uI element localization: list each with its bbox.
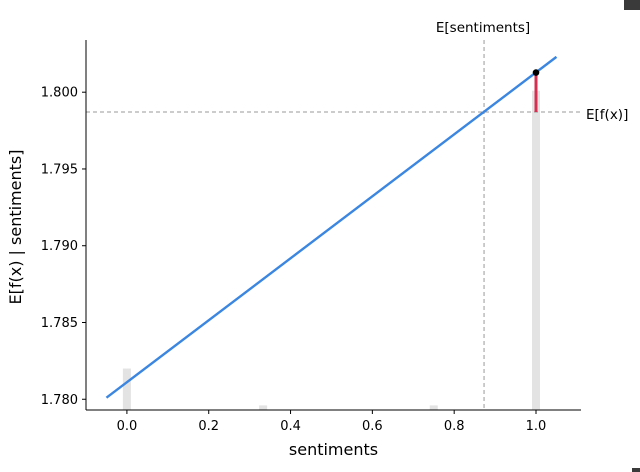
highlight-point xyxy=(532,69,540,76)
y-tick-label: 1.785 xyxy=(41,316,78,331)
histogram-bar xyxy=(259,405,268,410)
histogram-bar xyxy=(532,90,540,410)
histogram-layer xyxy=(122,90,540,410)
y-ticks: 1.780 1.785 1.790 1.795 1.800 xyxy=(41,86,86,408)
x-tick-label: 1.0 xyxy=(526,419,547,434)
y-tick-label: 1.800 xyxy=(41,86,78,101)
series-line xyxy=(105,55,558,399)
histogram-bar xyxy=(122,368,131,410)
expected-x-label: E[sentiments] xyxy=(436,20,530,36)
x-tick-label: 0.8 xyxy=(444,419,465,434)
y-tick-label: 1.780 xyxy=(41,393,78,408)
x-tick-label: 0.6 xyxy=(362,419,383,434)
corner-marker-bottom-right xyxy=(632,468,640,472)
histogram-bar xyxy=(429,405,438,410)
x-tick-label: 0.4 xyxy=(280,419,301,434)
x-axis-label: sentiments xyxy=(289,440,378,459)
corner-marker-top-right xyxy=(624,0,640,10)
x-ticks: 0.0 0.2 0.4 0.6 0.8 1.0 xyxy=(117,410,547,434)
expected-fx-label: E[f(x)] xyxy=(586,107,628,123)
x-tick-label: 0.0 xyxy=(117,419,138,434)
y-tick-label: 1.795 xyxy=(41,162,78,177)
x-tick-label: 0.2 xyxy=(198,419,219,434)
y-tick-label: 1.790 xyxy=(41,239,78,254)
y-axis-label: E[f(x) | sentiments] xyxy=(6,150,25,305)
